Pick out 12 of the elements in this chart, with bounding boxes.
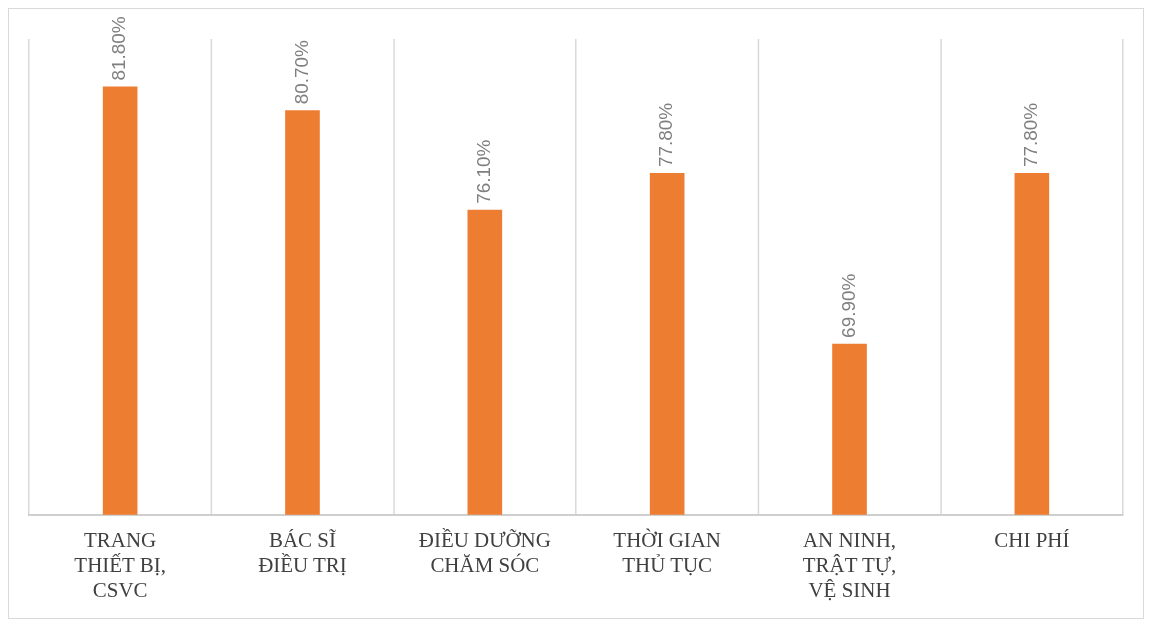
data-label: 69.90% [837,273,859,338]
data-label: 80.70% [290,39,312,105]
x-tick-label: THỜI GIAN THỦ TỤC [613,527,721,577]
x-tick-label: ĐIỀU DƯỠNG CHĂM SÓC [418,527,551,577]
data-label: 76.10% [473,139,495,204]
data-label: 81.80% [108,16,130,81]
x-tick-label: TRANG THIẾT BỊ, CSVC [74,527,166,602]
x-tick-label: AN NINH, TRẬT TỰ, VỆ SINH [802,527,897,602]
data-label: 77.80% [1020,102,1042,168]
data-label: 77.80% [655,102,677,168]
x-tick-label: BÁC SĨ ĐIỀU TRỊ [258,527,347,577]
x-tick-label: CHI PHÍ [994,527,1070,552]
